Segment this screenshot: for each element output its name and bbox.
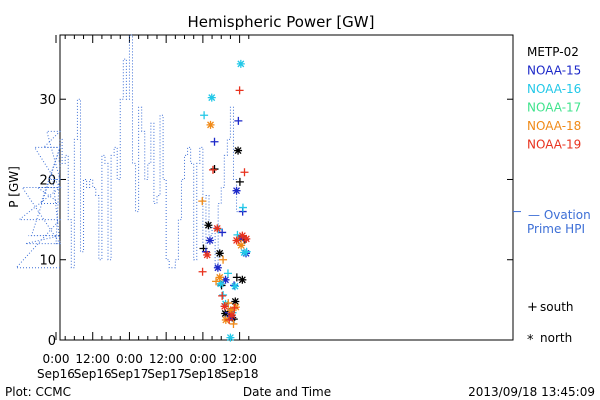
satellite-legend: METP-02 NOAA-15 NOAA-16 NOAA-17 NOAA-18 NOAA-… — [527, 45, 581, 152]
ovation-legend: — Ovation Prime HPI — [527, 208, 591, 236]
x-tick-label-time: 12:00 — [222, 352, 257, 366]
data-point-star — [221, 299, 230, 308]
data-point-plus — [212, 277, 221, 286]
data-point-plus — [198, 197, 207, 206]
data-point-star — [242, 234, 251, 243]
data-point-star — [207, 93, 216, 102]
data-point-star — [204, 221, 213, 230]
data-point-star — [221, 309, 230, 318]
y-tick-label: 10 — [39, 254, 56, 269]
data-point-plus — [198, 267, 207, 276]
data-point-plus — [219, 255, 228, 264]
data-point-star — [236, 59, 245, 68]
x-tick-label-time: 12:00 — [75, 352, 110, 366]
y-tick-label: 20 — [39, 173, 56, 188]
data-point-star — [221, 275, 230, 284]
data-point-star — [231, 297, 240, 306]
data-point-star — [226, 306, 235, 315]
data-point-plus — [230, 303, 239, 312]
data-point-plus — [200, 111, 209, 120]
data-point-star — [203, 250, 212, 259]
data-point-plus — [233, 230, 242, 239]
symbol-legend-north-label: north — [540, 331, 572, 345]
x-tick-label-time: 0:00 — [43, 352, 70, 366]
data-point-plus — [235, 177, 244, 186]
data-point-plus — [235, 86, 244, 95]
y-axis-ticks: 0 10 20 30 — [39, 93, 513, 349]
symbol-legend-south-glyph: + — [527, 300, 538, 315]
data-point-plus — [229, 319, 238, 328]
data-point-star — [238, 231, 247, 240]
legend-entry: NOAA-15 — [527, 64, 581, 78]
data-point-plus — [218, 291, 227, 300]
footer-timestamp: 2013/09/18 13:45:09 — [468, 385, 595, 399]
x-tick-label-time: 12:00 — [149, 352, 184, 366]
data-point-plus — [242, 247, 251, 256]
satellite-points — [198, 59, 251, 342]
data-point-plus — [240, 168, 249, 177]
data-point-star — [231, 303, 240, 312]
data-point-plus — [210, 165, 219, 174]
data-point-star — [215, 273, 224, 282]
legend-entry: NOAA-19 — [527, 138, 581, 152]
x-tick-label-date: Sep18 — [184, 367, 222, 381]
data-point-plus — [208, 165, 217, 174]
data-point-star — [216, 279, 225, 288]
legend-entry: NOAA-17 — [527, 101, 581, 115]
x-tick-label-time: 0:00 — [116, 352, 143, 366]
data-point-plus — [219, 291, 228, 300]
data-point-star — [232, 186, 241, 195]
data-point-star — [205, 236, 214, 245]
symbol-legend-south-label: south — [540, 300, 574, 314]
legend-entry: METP-02 — [527, 45, 579, 59]
symbol-legend: + south * north — [527, 300, 574, 348]
symbol-legend-north-glyph: * — [527, 333, 534, 348]
data-point-plus — [238, 203, 247, 212]
legend-entry: NOAA-16 — [527, 82, 581, 96]
ovation-step-line — [15, 34, 240, 269]
data-point-star — [232, 236, 241, 245]
ovation-legend-line1: — Ovation — [528, 208, 591, 222]
chart-title: Hemispheric Power [GW] — [188, 13, 375, 31]
x-tick-label-date: Sep18 — [221, 367, 259, 381]
footer-plot-source: Plot: CCMC — [5, 385, 71, 399]
y-tick-label: 0 — [48, 334, 56, 349]
x-tick-label-date: Sep16 — [37, 367, 75, 381]
data-point-plus — [234, 116, 243, 125]
ovation-legend-line2: Prime HPI — [527, 222, 585, 236]
y-axis-label: P [GW] — [7, 166, 21, 208]
data-point-star — [231, 282, 240, 291]
data-point-star — [213, 263, 222, 272]
data-point-star — [240, 248, 249, 257]
x-tick-label-date: Sep17 — [147, 367, 185, 381]
data-point-star — [213, 224, 222, 233]
y-tick-label: 30 — [39, 93, 56, 108]
footer-x-axis-title: Date and Time — [243, 385, 331, 399]
x-tick-label-time: 0:00 — [189, 352, 216, 366]
data-point-star — [238, 275, 247, 284]
x-axis-ticks: 0:00Sep1612:00Sep160:00Sep1712:00Sep170:… — [37, 35, 259, 381]
data-point-star — [237, 241, 246, 250]
data-point-star — [220, 302, 229, 311]
plot-frame — [59, 34, 514, 341]
data-point-star — [215, 249, 224, 258]
x-tick-label-date: Sep16 — [74, 367, 112, 381]
legend-entry: NOAA-18 — [527, 119, 581, 133]
ovation-series — [15, 34, 521, 269]
data-point-star — [234, 146, 243, 155]
data-point-plus — [223, 269, 232, 278]
data-point-star — [227, 311, 236, 320]
x-tick-label-date: Sep17 — [110, 367, 148, 381]
data-point-star — [226, 333, 235, 342]
data-point-star — [206, 120, 215, 129]
data-point-plus — [210, 137, 219, 146]
